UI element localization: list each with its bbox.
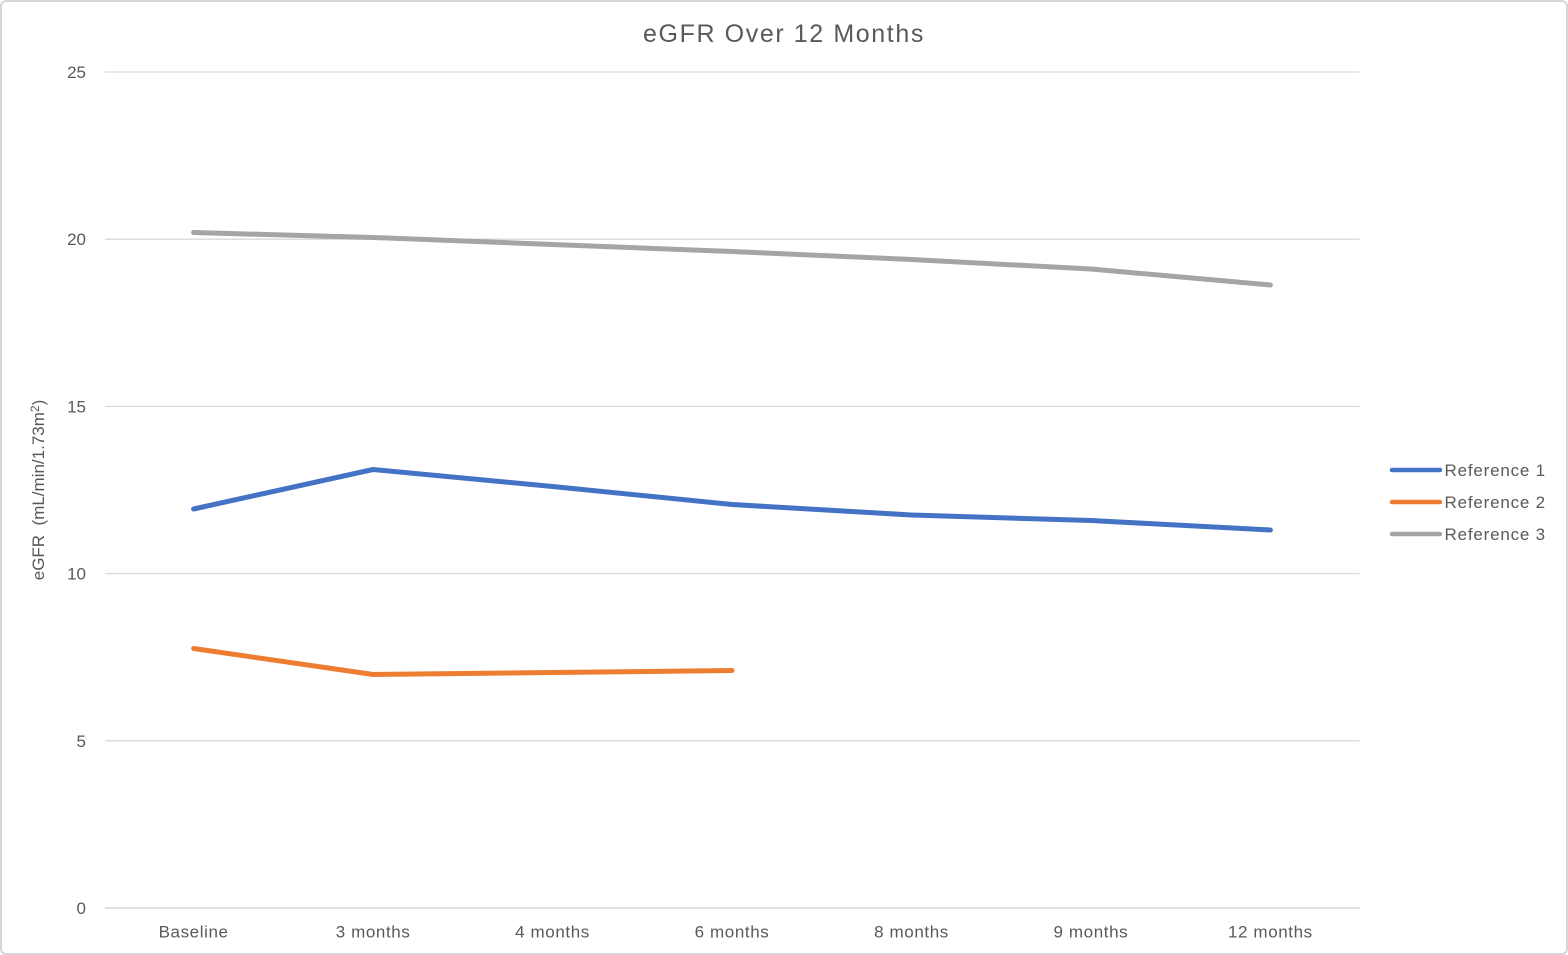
- svg-text:Baseline: Baseline: [159, 923, 229, 942]
- svg-text:25: 25: [67, 63, 86, 82]
- svg-text:12 months: 12 months: [1228, 923, 1313, 942]
- svg-text:6 months: 6 months: [695, 923, 770, 942]
- svg-text:eGFR Over 12 Months: eGFR Over 12 Months: [643, 20, 925, 48]
- svg-text:9 months: 9 months: [1054, 923, 1129, 942]
- svg-text:Reference 1: Reference 1: [1445, 461, 1546, 480]
- svg-text:20: 20: [67, 230, 86, 249]
- svg-text:Reference 2: Reference 2: [1445, 493, 1546, 512]
- svg-text:0: 0: [77, 899, 86, 918]
- svg-text:eGFR (mL/min/1.73m2): eGFR (mL/min/1.73m2): [28, 400, 48, 581]
- svg-text:15: 15: [67, 397, 86, 416]
- svg-text:3 months: 3 months: [336, 923, 411, 942]
- svg-text:4 months: 4 months: [515, 923, 590, 942]
- svg-text:Reference 3: Reference 3: [1445, 525, 1546, 544]
- svg-text:10: 10: [67, 565, 86, 584]
- svg-text:8 months: 8 months: [874, 923, 949, 942]
- svg-text:5: 5: [77, 732, 86, 751]
